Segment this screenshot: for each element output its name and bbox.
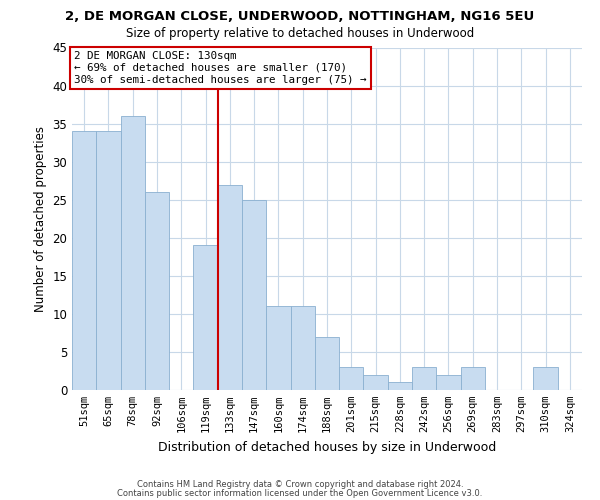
Bar [145, 192, 169, 390]
Bar [96, 131, 121, 390]
Bar [461, 367, 485, 390]
Bar [364, 375, 388, 390]
Bar [388, 382, 412, 390]
Bar [412, 367, 436, 390]
Y-axis label: Number of detached properties: Number of detached properties [34, 126, 47, 312]
Text: Size of property relative to detached houses in Underwood: Size of property relative to detached ho… [126, 28, 474, 40]
X-axis label: Distribution of detached houses by size in Underwood: Distribution of detached houses by size … [158, 440, 496, 454]
Bar [290, 306, 315, 390]
Bar [266, 306, 290, 390]
Bar [218, 184, 242, 390]
Text: 2 DE MORGAN CLOSE: 130sqm
← 69% of detached houses are smaller (170)
30% of semi: 2 DE MORGAN CLOSE: 130sqm ← 69% of detac… [74, 52, 367, 84]
Bar [193, 246, 218, 390]
Text: Contains public sector information licensed under the Open Government Licence v3: Contains public sector information licen… [118, 488, 482, 498]
Bar [242, 200, 266, 390]
Bar [72, 131, 96, 390]
Bar [533, 367, 558, 390]
Bar [436, 375, 461, 390]
Bar [315, 336, 339, 390]
Bar [339, 367, 364, 390]
Bar [121, 116, 145, 390]
Text: Contains HM Land Registry data © Crown copyright and database right 2024.: Contains HM Land Registry data © Crown c… [137, 480, 463, 489]
Text: 2, DE MORGAN CLOSE, UNDERWOOD, NOTTINGHAM, NG16 5EU: 2, DE MORGAN CLOSE, UNDERWOOD, NOTTINGHA… [65, 10, 535, 23]
